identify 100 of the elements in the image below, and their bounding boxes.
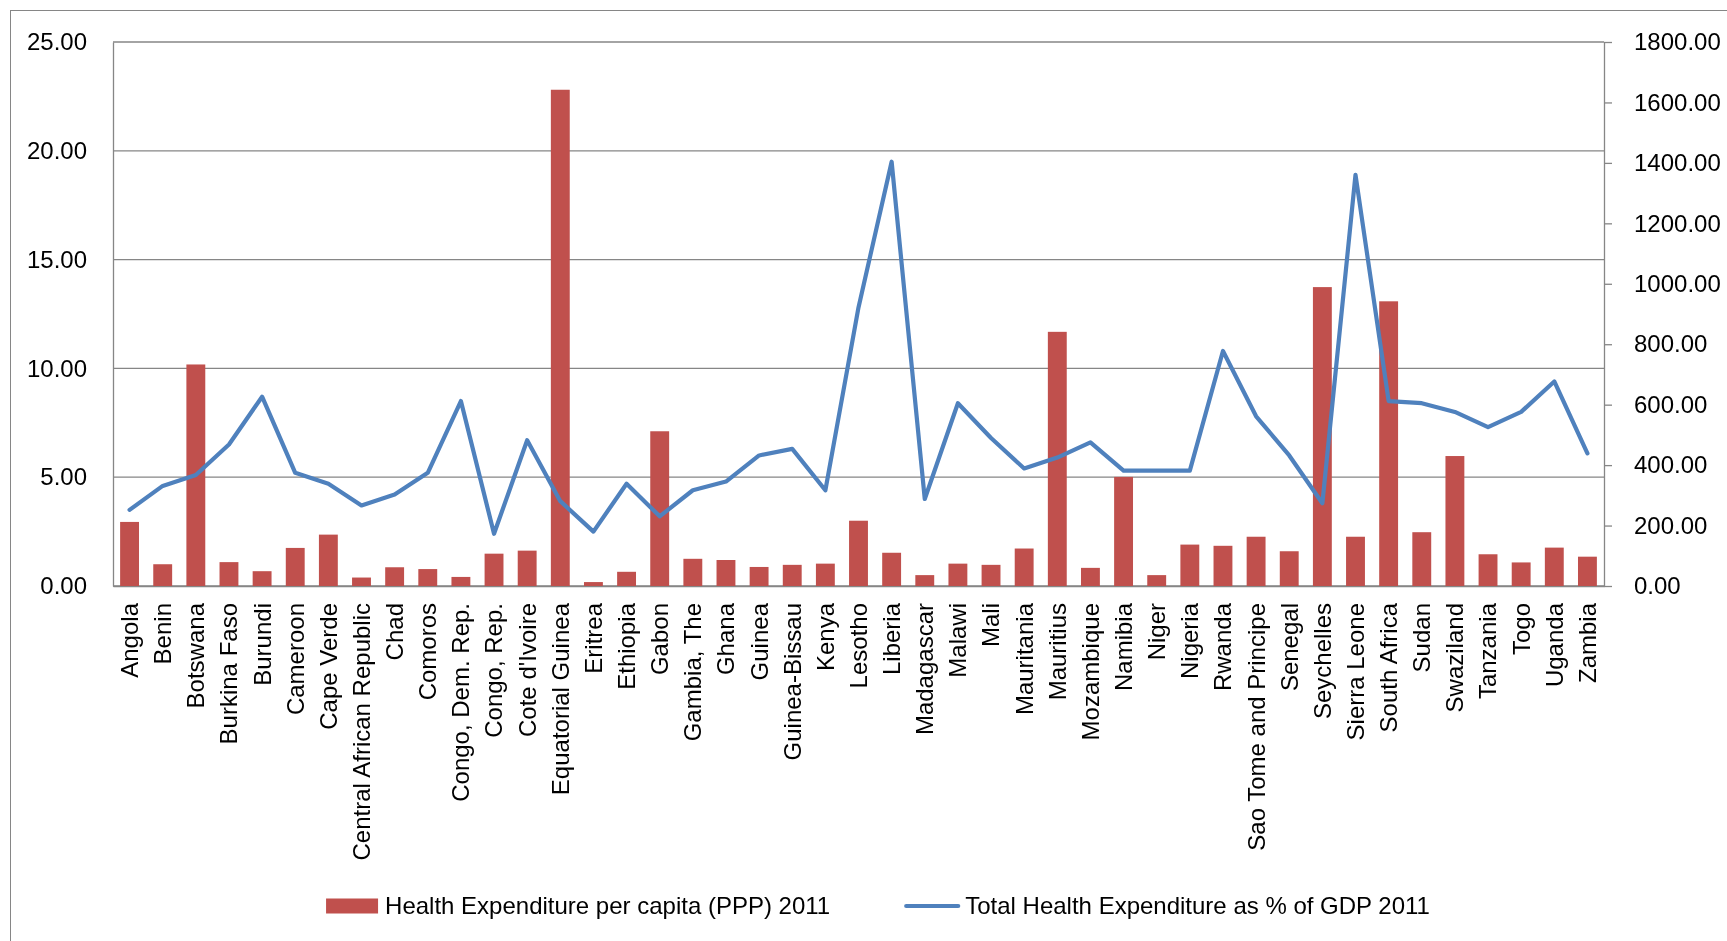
- bar: [1014, 548, 1034, 586]
- bar: [1180, 544, 1200, 586]
- line-series: [127, 159, 1590, 536]
- x-tick-label: Cameroon: [281, 603, 309, 716]
- legend-label: Health Expenditure per capita (PPP) 2011: [385, 892, 831, 920]
- x-tick-label: Chad: [381, 603, 409, 661]
- x-tick-label: Sao Tome and Principe: [1242, 603, 1270, 851]
- bar: [1511, 562, 1531, 586]
- bar: [683, 558, 703, 586]
- bar: [1246, 536, 1266, 586]
- bar: [285, 547, 305, 586]
- x-tick-label: Namibia: [1109, 602, 1137, 692]
- x-tick-label: Equatorial Guinea: [546, 602, 574, 796]
- bar: [981, 564, 1001, 586]
- x-tick-label: Niger: [1143, 603, 1171, 661]
- x-tick-label: Mauritania: [1010, 602, 1038, 716]
- x-tick-label: Zambia: [1573, 602, 1601, 684]
- bar: [948, 563, 968, 586]
- x-tick-label: Lesotho: [844, 603, 872, 689]
- x-tick-label: Sudan: [1408, 603, 1436, 673]
- x-tick-label: Eritrea: [579, 602, 607, 674]
- x-tick-label: Burkina Faso: [215, 603, 243, 745]
- x-tick-label: Swaziland: [1441, 603, 1469, 713]
- bar: [484, 553, 504, 586]
- x-tick-label: Angola: [115, 602, 143, 678]
- x-tick-label: Gabon: [646, 603, 674, 676]
- bar: [1114, 476, 1134, 586]
- bar: [318, 534, 338, 586]
- y2-tick-label: 1200.00: [1634, 209, 1721, 237]
- y2-tick-label: 600.00: [1634, 390, 1708, 418]
- bar: [153, 564, 173, 586]
- bar: [650, 431, 670, 586]
- x-tick-label: Ghana: [712, 602, 740, 676]
- x-tick-label: Seychelles: [1308, 603, 1336, 720]
- bar: [882, 552, 902, 586]
- x-tick-label: Mali: [977, 603, 1005, 648]
- bar: [1577, 556, 1597, 586]
- x-tick-label: Botswana: [182, 602, 210, 709]
- y-tick-label: 0.00: [40, 572, 87, 600]
- y-tick-label: 5.00: [40, 463, 87, 491]
- bar: [1478, 554, 1498, 586]
- bar: [617, 571, 637, 586]
- bar: [716, 560, 736, 586]
- x-tick-label: Malawi: [944, 603, 972, 678]
- bar: [583, 582, 603, 586]
- bar: [1312, 287, 1332, 586]
- y2-tick-label: 1400.00: [1634, 149, 1721, 177]
- x-tick-label: Cape Verde: [314, 603, 342, 730]
- y2-tick-label: 1600.00: [1634, 88, 1721, 116]
- bar: [1047, 331, 1067, 586]
- y-tick-label: 25.00: [26, 28, 87, 56]
- x-tick-label: Guinea-Bissau: [778, 603, 806, 761]
- y2-tick-label: 0.00: [1634, 572, 1681, 600]
- bar: [782, 564, 802, 586]
- x-tick-label: Central African Republic: [347, 603, 375, 861]
- x-tick-label: Nigeria: [1176, 602, 1204, 680]
- y2-tick-label: 1800.00: [1634, 28, 1721, 56]
- bar: [1147, 575, 1167, 586]
- bar: [1213, 545, 1233, 586]
- bar: [1346, 536, 1365, 586]
- bar: [749, 566, 769, 586]
- bar: [352, 577, 371, 586]
- x-tick-label: Mozambique: [1076, 603, 1104, 741]
- x-tick-label: Senegal: [1275, 603, 1303, 692]
- x-tick-label: Congo, Rep.: [480, 603, 508, 738]
- bar: [1544, 547, 1564, 586]
- y-tick-label: 15.00: [26, 245, 87, 273]
- bar: [1279, 551, 1299, 586]
- bar: [186, 364, 206, 586]
- x-tick-label: Liberia: [878, 602, 906, 676]
- x-tick-label: Congo, Dem. Rep.: [447, 603, 475, 802]
- x-tick-label: Burundi: [248, 603, 276, 686]
- x-tick-label: Tanzania: [1474, 602, 1502, 700]
- x-tick-label: Mauritius: [1043, 603, 1071, 701]
- bar: [418, 569, 438, 586]
- x-tick-label: Benin: [149, 603, 177, 665]
- x-tick-label: South Africa: [1375, 602, 1403, 733]
- bar: [849, 520, 868, 586]
- bar: [219, 562, 239, 586]
- bar: [385, 567, 405, 586]
- bar: [517, 550, 537, 586]
- bar: [815, 563, 835, 586]
- bar: [1445, 456, 1465, 586]
- x-tick-label: Rwanda: [1209, 602, 1237, 692]
- x-tick-label: Uganda: [1540, 602, 1568, 688]
- bar: [1412, 532, 1432, 586]
- y2-tick-label: 800.00: [1634, 330, 1708, 358]
- bar: [451, 576, 471, 586]
- x-tick-label: Kenya: [811, 602, 839, 672]
- bar: [1080, 567, 1100, 586]
- bar: [252, 571, 272, 586]
- x-tick-label: Sierra Leone: [1341, 603, 1369, 741]
- x-tick-label: Cote d'Ivoire: [513, 603, 541, 737]
- y2-tick-label: 200.00: [1634, 511, 1708, 539]
- y2-tick-label: 1000.00: [1634, 269, 1721, 297]
- x-tick-label: Ethiopia: [612, 602, 640, 690]
- x-tick-label: Gambia, The: [679, 603, 707, 742]
- y2-tick-label: 400.00: [1634, 451, 1708, 479]
- x-tick-label: Comoros: [414, 603, 442, 701]
- y-tick-label: 10.00: [26, 354, 87, 382]
